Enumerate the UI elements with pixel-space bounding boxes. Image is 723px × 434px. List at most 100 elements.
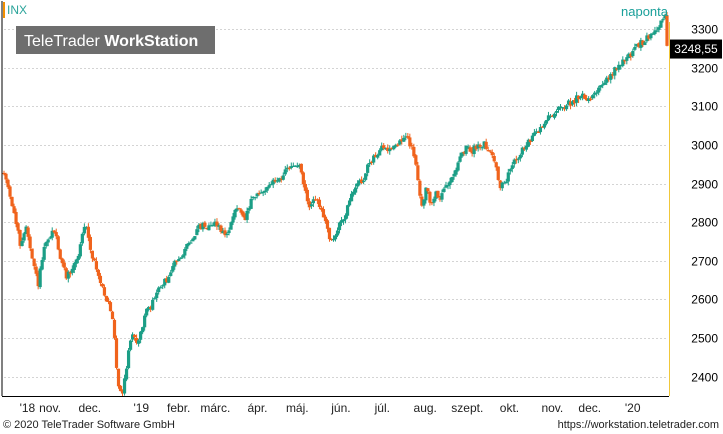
candle-body: [347, 200, 352, 206]
candle: [603, 79, 607, 85]
candle-body: [241, 211, 245, 217]
candle: [464, 145, 468, 156]
candle-body: [536, 131, 541, 133]
candle: [530, 133, 534, 143]
y-tick-label: 3300: [691, 23, 718, 37]
candle-body: [601, 84, 605, 86]
candle-body: [303, 183, 307, 191]
candle-body: [627, 53, 631, 59]
candle-body: [649, 34, 653, 39]
y-tick-label: 2500: [691, 332, 718, 346]
candle-body: [661, 19, 665, 21]
candle: [351, 189, 356, 197]
candle: [243, 213, 247, 221]
candle-body: [426, 188, 430, 192]
candle: [215, 218, 219, 230]
candle-body: [72, 263, 76, 270]
candle: [10, 196, 14, 207]
candle: [313, 195, 318, 201]
candle-body: [163, 278, 167, 286]
candle: [12, 203, 16, 214]
candle: [472, 143, 476, 158]
candle: [4, 172, 8, 184]
footer-url[interactable]: https://workstation.teletrader.com: [557, 419, 719, 431]
candle: [181, 254, 185, 259]
candle: [80, 232, 84, 246]
candle-body: [215, 221, 219, 227]
candle: [428, 190, 432, 206]
y-tick-label: 2400: [691, 371, 718, 385]
candle-body: [273, 179, 277, 182]
candle: [257, 190, 261, 196]
candle-body: [498, 180, 502, 189]
candle-body: [566, 100, 571, 105]
candle-body: [229, 222, 233, 230]
candle: [145, 308, 149, 318]
candle: [613, 66, 617, 80]
candle-body: [235, 208, 239, 211]
candle-body: [32, 258, 36, 267]
candle: [28, 234, 32, 251]
candle-body: [583, 94, 587, 99]
x-tick-label: okt.: [500, 401, 519, 415]
candle-body: [331, 239, 336, 241]
candle: [587, 96, 591, 104]
candle: [40, 257, 44, 271]
candle: [319, 205, 324, 212]
candle: [376, 153, 380, 160]
symbol-label[interactable]: INX: [7, 3, 27, 17]
candle-body: [540, 126, 545, 128]
candle-body: [462, 152, 466, 154]
candle: [213, 218, 217, 228]
candle: [432, 196, 436, 207]
candle: [64, 266, 68, 280]
candle-body: [249, 198, 253, 209]
candle-body: [607, 77, 611, 80]
x-tick-label: máj.: [286, 401, 309, 415]
candle-body: [388, 148, 392, 152]
candle: [474, 144, 478, 151]
candle: [169, 269, 173, 277]
candle-body: [58, 249, 62, 259]
candle-body: [255, 193, 259, 197]
candle-body: [603, 82, 607, 85]
y-tick-label: 3000: [691, 139, 718, 153]
candle: [6, 178, 10, 189]
candle: [362, 177, 366, 185]
candle-body: [510, 165, 514, 169]
candle: [110, 310, 115, 320]
interval-label[interactable]: naponta: [621, 4, 669, 19]
candle-body: [325, 220, 330, 229]
candle: [18, 229, 22, 249]
candle: [88, 234, 92, 254]
candle-body: [175, 260, 179, 262]
candle-body: [370, 161, 374, 164]
candle: [450, 176, 454, 183]
candle-body: [468, 147, 472, 152]
candle: [193, 235, 197, 241]
candle-body: [275, 180, 279, 182]
candle-body: [94, 261, 99, 270]
candle: [360, 176, 364, 184]
candle: [476, 141, 480, 152]
candle-body: [219, 225, 223, 233]
candle-body: [657, 27, 661, 30]
candle: [38, 266, 42, 289]
candle-body: [432, 198, 436, 203]
candle-body: [177, 259, 181, 262]
candle-body: [10, 196, 14, 207]
candle-body: [587, 98, 591, 101]
candle-body: [579, 96, 583, 99]
candle: [301, 171, 305, 188]
candle-body: [243, 215, 247, 221]
y-tick-label: 3100: [691, 100, 718, 114]
candle-body: [50, 230, 54, 238]
candle: [508, 168, 512, 175]
candle: [92, 257, 97, 262]
candle-body: [605, 77, 609, 83]
candle-body: [542, 123, 547, 128]
candle-body: [247, 208, 251, 211]
candle-body: [386, 147, 390, 152]
candle-body: [201, 223, 205, 230]
